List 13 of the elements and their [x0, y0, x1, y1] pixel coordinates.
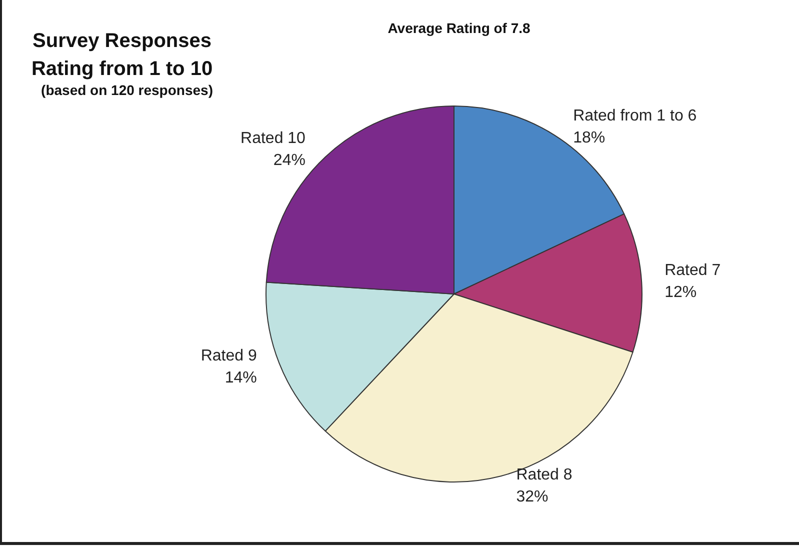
slice-label: Rated 8 [516, 466, 572, 484]
slice-label: Rated 7 [664, 262, 721, 280]
data-label: 14% [224, 369, 257, 386]
slice-label: Rated 10 [240, 130, 306, 148]
data-label: 24% [273, 152, 306, 170]
slice-label: Rated from 1 to 6 [573, 107, 697, 124]
chart-subtitle: (based on 120 responses) [41, 82, 213, 98]
data-label: 18% [573, 129, 606, 146]
data-label: 32% [516, 488, 548, 506]
data-label: 12% [664, 284, 697, 302]
slice-label: Rated 9 [200, 347, 257, 364]
chart-title: Survey Responses Rating from 1 to 10 [31, 30, 213, 80]
text: Average Rating of 7.8 [388, 20, 531, 36]
